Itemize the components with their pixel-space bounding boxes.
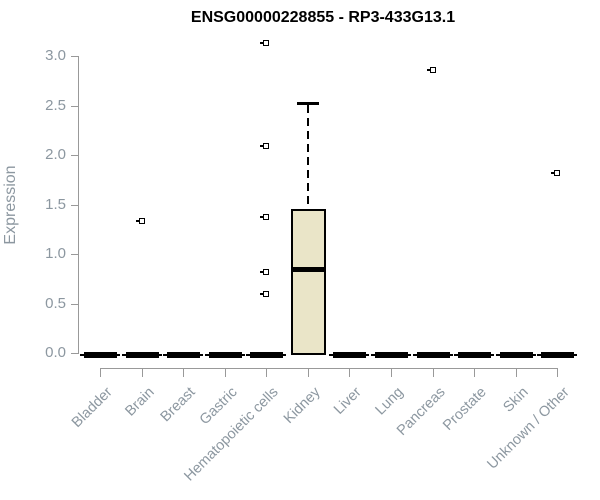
x-axis-category-label: Prostate	[440, 384, 490, 434]
y-axis-tick-label: 0.5	[45, 294, 66, 312]
outlier-point	[260, 214, 270, 221]
collapsed-box-bar	[333, 352, 367, 358]
y-axis-tick-label: 2.5	[45, 96, 66, 114]
x-axis-tick	[515, 369, 517, 377]
collapsed-box-bar	[250, 352, 284, 358]
outlier-point	[260, 268, 270, 275]
x-axis-tick	[141, 369, 143, 377]
x-axis-category-label: Lung	[372, 384, 407, 419]
x-axis-tick	[100, 369, 101, 377]
x-axis-tick	[224, 369, 226, 377]
y-axis-tick	[71, 204, 78, 206]
x-axis-line	[100, 368, 559, 369]
collapsed-box-bar	[499, 352, 533, 358]
x-axis-category-label: Bladder	[68, 384, 116, 431]
x-axis-tick	[390, 369, 392, 377]
x-axis-tick	[183, 369, 185, 377]
y-axis-tick	[71, 353, 78, 354]
y-axis-tick	[71, 254, 78, 255]
x-axis-tick	[474, 369, 476, 377]
y-axis-tick	[71, 56, 78, 57]
outlier-point	[260, 40, 270, 47]
chart-title: ENSG00000228855 - RP3-433G13.1	[190, 9, 456, 26]
x-axis-tick	[557, 369, 559, 377]
x-axis-category-label: Skin	[500, 384, 532, 416]
y-axis-tick-label: 2.0	[45, 146, 66, 163]
x-axis-tick	[307, 369, 309, 377]
outlier-point	[551, 169, 561, 176]
collapsed-box-bar	[541, 352, 575, 358]
y-axis-tick-label: 1.0	[45, 245, 66, 262]
outlier-point	[260, 143, 270, 150]
collapsed-box-bar	[374, 352, 408, 358]
collapsed-box-bar	[458, 352, 492, 358]
y-axis-tick-label: 0.0	[45, 344, 66, 361]
y-axis-tick-label: 1.5	[45, 195, 66, 213]
x-axis-category-label: Brain	[121, 384, 158, 420]
median-line	[292, 266, 324, 272]
collapsed-box-bar	[125, 352, 159, 358]
outlier-point	[426, 66, 436, 73]
y-axis-tick	[71, 105, 78, 107]
x-axis-category-label: Breast	[157, 384, 199, 426]
box	[290, 209, 326, 355]
x-axis-tick	[432, 369, 434, 377]
collapsed-box-bar	[84, 352, 117, 358]
x-axis-tick	[349, 369, 351, 377]
outlier-point	[135, 218, 145, 225]
y-axis-tick	[71, 155, 78, 156]
y-axis-tick	[71, 303, 78, 305]
x-axis-category-label: Liver	[331, 384, 366, 418]
whisker-line	[306, 104, 309, 210]
y-axis-line	[78, 56, 79, 354]
outlier-point	[260, 290, 270, 297]
collapsed-box-bar	[416, 352, 450, 358]
x-axis-category-label: Unknown / Other	[484, 384, 573, 473]
x-axis-tick	[266, 369, 268, 377]
whisker-cap	[296, 101, 319, 105]
x-axis-category-label: Kidney	[280, 384, 324, 427]
y-axis-tick-label: 3.0	[45, 47, 66, 64]
collapsed-box-bar	[167, 352, 201, 358]
collapsed-box-bar	[208, 352, 242, 358]
